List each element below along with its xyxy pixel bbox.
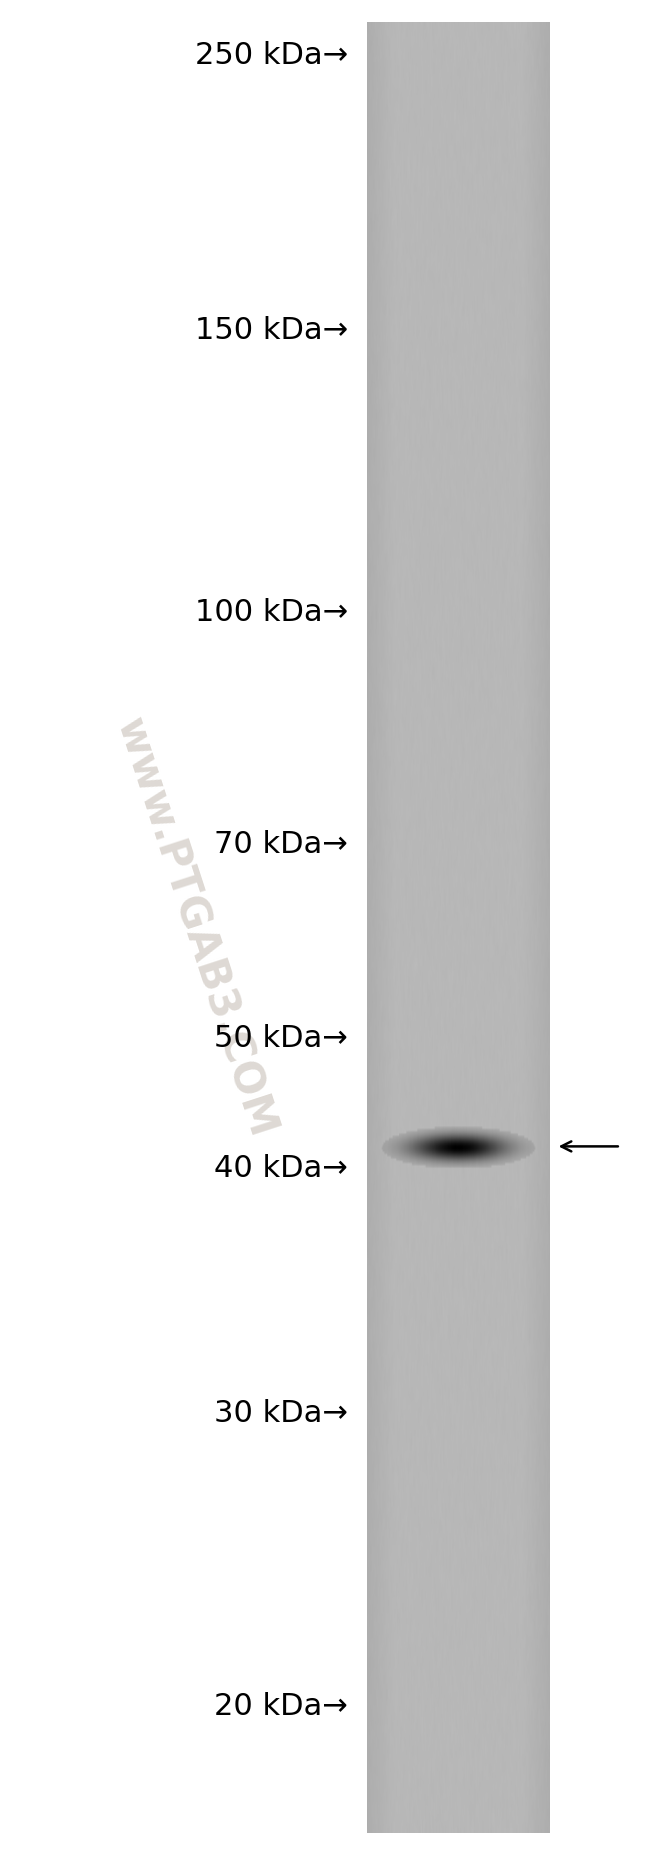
Text: 20 kDa→: 20 kDa→: [214, 1692, 348, 1721]
Text: 150 kDa→: 150 kDa→: [194, 315, 348, 345]
Text: www.PTGAB3.COM: www.PTGAB3.COM: [107, 712, 283, 1143]
Text: 40 kDa→: 40 kDa→: [214, 1154, 348, 1183]
Text: 30 kDa→: 30 kDa→: [214, 1399, 348, 1428]
Text: 100 kDa→: 100 kDa→: [194, 597, 348, 627]
Text: 70 kDa→: 70 kDa→: [214, 829, 348, 859]
Text: 250 kDa→: 250 kDa→: [194, 41, 348, 70]
Text: 50 kDa→: 50 kDa→: [214, 1024, 348, 1054]
